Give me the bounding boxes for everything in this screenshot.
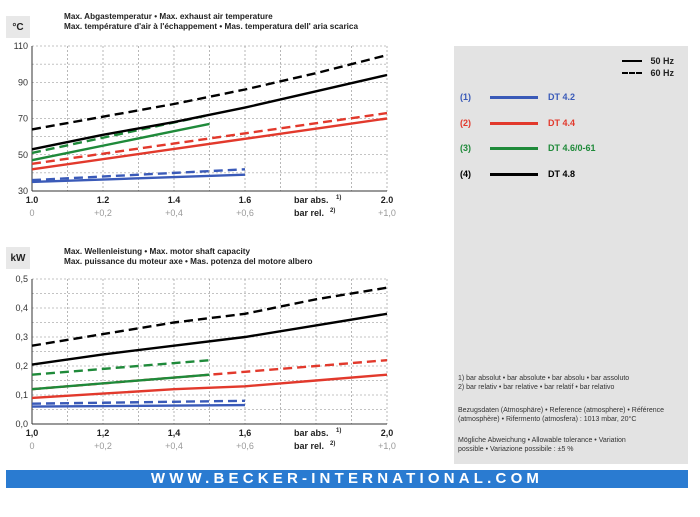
x-axis-label-rel-superscript: 2) — [330, 441, 335, 447]
y-tick-label: 0,3 — [15, 332, 28, 342]
legend-50hz: 50 Hz — [622, 56, 674, 66]
x-axis-label-abs: bar abs. — [294, 195, 329, 205]
x-axis-label-rel-superscript: 2) — [330, 208, 335, 214]
series-dt-4-4-50hz — [31, 117, 388, 171]
x-tick-label-abs: 1,0 — [26, 428, 39, 438]
series-dt-4-6-0-61-60hz — [31, 359, 210, 376]
legend-60hz: 60 Hz — [622, 68, 674, 78]
legend-swatch — [490, 146, 538, 150]
series-dt-4-2-50hz — [31, 403, 246, 408]
bottom-title-line-2: Max. puissance du moteur axe • Mas. pote… — [64, 257, 313, 266]
shaft-capacity-plot: 0,0 0,1 0,2 0,3 0,4 0,5 1,0 0 1,2 +0,2 1,4 +0,4 1,6 +… — [15, 274, 395, 451]
x-axis-label-rel: bar rel. — [294, 441, 324, 451]
top-unit-label: °C — [6, 16, 30, 38]
x-tick-label-abs: 1.2 — [97, 195, 110, 205]
x-axis-label-abs-superscript: 1) — [336, 195, 341, 201]
top-chart-title: Max. Abgastemperatur • Max. exhaust air … — [64, 12, 358, 32]
x-tick-label-rel: 0 — [29, 208, 34, 218]
legend-swatch — [490, 172, 538, 176]
series-dt-4-4-60hz — [31, 111, 388, 165]
legend-item-dt46: (3) DT 4.6/0-61 — [460, 143, 596, 153]
legend-item-dt42: (1) DT 4.2 — [460, 92, 576, 102]
legend-item-dt44: (2) DT 4.4 — [460, 118, 576, 128]
y-tick-label: 110 — [14, 41, 28, 51]
series-dt-4-6-0-61-50hz — [31, 122, 210, 162]
y-tick-label: 0,5 — [15, 274, 28, 284]
series-dt-4-8-50hz — [31, 312, 388, 366]
dashed-line-swatch — [622, 72, 643, 74]
tolerance-note: Mögliche Abweichung • Allowable toleranc… — [458, 437, 626, 453]
series-dt-4-8-50hz — [31, 73, 388, 151]
reference-note: Bezugsdaten (Atmosphäre) • Reference (at… — [458, 407, 665, 423]
x-tick-label-abs: 1,4 — [168, 428, 181, 438]
x-tick-label-abs: 2.0 — [381, 195, 394, 205]
x-tick-label-abs: 1.6 — [239, 195, 252, 205]
x-tick-label-rel: +1,0 — [378, 208, 396, 218]
y-tick-label: 0,0 — [15, 419, 28, 429]
y-tick-label: 0,2 — [15, 361, 28, 371]
series-dt-4-2-60hz — [31, 168, 246, 182]
top-title-line-2: Max. température d'air à l'échappement •… — [64, 22, 359, 31]
bottom-chart-title: Max. Wellenleistung • Max. motor shaft c… — [64, 247, 313, 267]
series-dt-4-6-0-61-60hz — [31, 113, 210, 155]
website-banner: WWW.BECKER-INTERNATIONAL.COM — [6, 470, 688, 488]
y-tick-label: 70 — [18, 114, 28, 124]
x-tick-label-rel: +0,2 — [94, 441, 112, 451]
x-tick-label-abs: 1.0 — [26, 195, 39, 205]
legend-panel: 50 Hz 60 Hz (1) DT 4.2 (2) DT 4.4 (3) DT… — [454, 46, 688, 464]
legend-swatch — [490, 95, 538, 99]
y-tick-label: 50 — [18, 150, 28, 160]
x-tick-label-rel: +0,4 — [165, 441, 183, 451]
series-dt-4-8-60hz — [31, 53, 388, 131]
x-axis-label-rel: bar rel. — [294, 208, 324, 218]
x-axis-label-abs-superscript: 1) — [336, 428, 341, 434]
series-dt-4-2-50hz — [31, 173, 246, 184]
x-tick-label-abs: 1.4 — [168, 195, 181, 205]
y-tick-label: 0,4 — [15, 303, 28, 313]
y-tick-label: 30 — [18, 186, 28, 196]
x-tick-label-rel: 0 — [29, 441, 34, 451]
series-dt-4-8-60hz — [31, 286, 388, 347]
x-tick-label-rel: +0,6 — [236, 441, 254, 451]
series-dt-4-2-60hz — [31, 399, 246, 405]
x-tick-label-rel: +0,2 — [94, 208, 112, 218]
x-tick-label-abs: 1,2 — [97, 428, 110, 438]
x-tick-label-rel: +0,6 — [236, 208, 254, 218]
x-axis-label-abs: bar abs. — [294, 428, 329, 438]
y-tick-label: 90 — [18, 77, 28, 87]
exhaust-temperature-plot: 30 50 70 90 110 1.0 0 1.2 +0,2 1.4 +0,4 1.6 +0,6 2.0 +… — [14, 41, 396, 218]
legend-swatch — [490, 121, 538, 125]
y-tick-label: 0,1 — [15, 390, 28, 400]
solid-line-swatch — [622, 60, 643, 62]
bottom-unit-label: kW — [6, 247, 30, 269]
x-tick-label-rel: +0,4 — [165, 208, 183, 218]
x-tick-label-abs: 1,6 — [239, 428, 252, 438]
series-dt-4-6-0-61-50hz — [31, 373, 210, 391]
x-tick-label-rel: +1,0 — [378, 441, 396, 451]
top-title-line-1: Max. Abgastemperatur • Max. exhaust air … — [64, 12, 273, 21]
x-tick-label-abs: 2,0 — [381, 428, 394, 438]
legend-item-dt48: (4) DT 4.8 — [460, 169, 576, 179]
footnotes: 1) bar absolut • bar absolute • bar abso… — [458, 375, 630, 391]
series-dt-4-4-50hz — [31, 373, 388, 400]
bottom-title-line-1: Max. Wellenleistung • Max. motor shaft c… — [64, 247, 251, 256]
